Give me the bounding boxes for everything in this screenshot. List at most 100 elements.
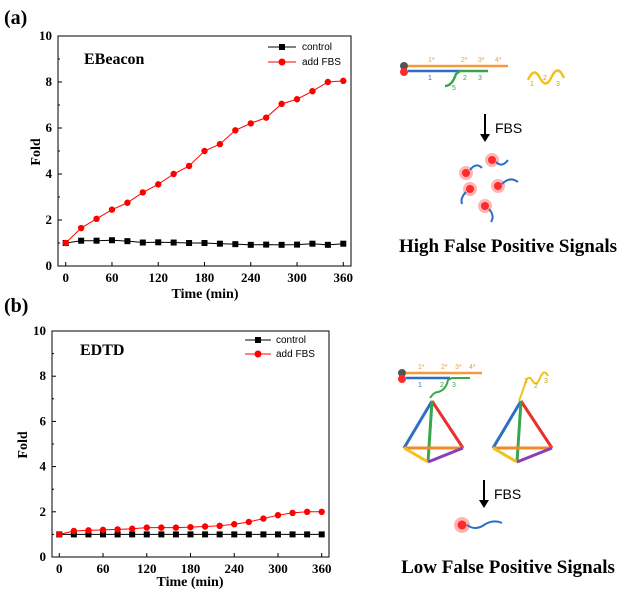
- data-point-control: [324, 241, 331, 248]
- data-point-fbs: [278, 100, 285, 108]
- data-point-fbs: [56, 531, 63, 538]
- legend-marker-fbs: [278, 58, 286, 66]
- legend: control add FBS: [268, 42, 341, 68]
- label-5: 5: [452, 85, 456, 92]
- label-4star: 4*: [495, 57, 502, 64]
- quencher-icon: [398, 369, 406, 377]
- label-2star: 2*: [441, 364, 448, 371]
- data-point-control: [304, 531, 311, 538]
- x-tick-label: 240: [224, 561, 244, 576]
- x-tick-label: 0: [56, 561, 63, 576]
- x-tick-label: 300: [287, 270, 307, 285]
- y-tick-label: 10: [33, 323, 46, 338]
- data-point-control: [247, 241, 254, 248]
- y-tick-label: 2: [46, 212, 53, 227]
- label-3star: 3*: [478, 57, 485, 64]
- data-point-fbs: [247, 120, 254, 127]
- x-tick-label: 240: [241, 270, 261, 285]
- data-point-fbs: [85, 527, 92, 534]
- data-point-fbs: [155, 181, 162, 188]
- data-point-fbs: [260, 515, 267, 522]
- green-strand: [444, 69, 488, 88]
- caption-high-false-positive: High False Positive Signals: [399, 236, 617, 257]
- data-point-fbs: [324, 78, 332, 86]
- data-point-control: [260, 531, 267, 538]
- data-point-control: [231, 531, 238, 538]
- arrow-label: FBS: [494, 486, 521, 502]
- data-point-control: [129, 531, 136, 538]
- data-point-control: [170, 239, 177, 246]
- fragment-label-3: 3: [556, 81, 560, 88]
- series-line-fbs: [65, 80, 344, 244]
- data-point-control: [201, 240, 208, 246]
- data-point-fbs: [340, 77, 347, 85]
- fluorophore-icon: [400, 68, 408, 76]
- data-point-fbs: [114, 526, 121, 533]
- schematic-edtd: 1* 2* 3* 4* 1 2 3 1 2 3 FBS: [398, 364, 615, 578]
- data-point-fbs: [303, 508, 311, 515]
- data-point-control: [78, 237, 85, 244]
- data-point-fbs: [124, 199, 131, 206]
- data-point-fbs: [187, 523, 194, 531]
- dna-tetrahedron-icon: [491, 400, 554, 464]
- legend: control add FBS: [245, 335, 315, 360]
- data-point-control: [340, 240, 347, 247]
- data-point-control: [202, 531, 209, 538]
- green-strand: [429, 377, 470, 399]
- data-point-fbs: [245, 518, 253, 526]
- data-point-control: [124, 238, 131, 245]
- y-tick-label: 4: [46, 166, 53, 181]
- data-point-fbs: [201, 523, 209, 530]
- data-point-control: [139, 239, 146, 246]
- legend-marker-control: [279, 44, 285, 50]
- fragment-label-3: 3: [544, 378, 548, 385]
- y-tick-label: 6: [46, 120, 53, 135]
- y-tick-label: 8: [40, 368, 47, 383]
- schematic-ebeacon: 1* 2* 3* 4* 1 5 2 3 1 2 3 FBS High False…: [399, 57, 617, 257]
- series-line-fbs: [59, 511, 322, 535]
- data-point-fbs: [70, 527, 78, 535]
- data-point-control: [108, 237, 115, 244]
- data-point-control: [309, 240, 316, 247]
- data-point-control: [100, 531, 107, 538]
- quencher-icon: [400, 62, 408, 70]
- data-point-fbs: [62, 239, 69, 247]
- data-point-control: [172, 531, 179, 538]
- data-point-fbs: [77, 224, 85, 232]
- chart-title: EDTD: [80, 342, 124, 359]
- y-tick-label: 4: [40, 459, 47, 474]
- data-point-fbs: [143, 524, 150, 531]
- x-tick-label: 60: [105, 270, 118, 285]
- data-point-control: [294, 241, 301, 248]
- data-point-fbs: [172, 524, 180, 531]
- x-tick-label: 120: [148, 270, 168, 285]
- fragment-label-2: 2: [534, 383, 538, 390]
- data-point-control: [158, 531, 165, 538]
- y-tick-label: 8: [46, 74, 53, 89]
- data-point-fbs: [170, 170, 177, 178]
- data-point-fbs: [216, 140, 224, 148]
- x-axis-title: Time (min): [171, 287, 238, 302]
- data-point-fbs: [99, 526, 107, 534]
- data-point-control: [114, 531, 121, 538]
- x-tick-label: 180: [181, 561, 201, 576]
- data-point-fbs: [93, 215, 100, 223]
- yellow-fragment: [526, 69, 566, 85]
- data-point-fbs: [289, 509, 296, 517]
- label-3star: 3*: [455, 364, 462, 371]
- x-tick-label: 300: [268, 561, 288, 576]
- arrow-label: FBS: [495, 120, 522, 136]
- released-fluorophores: [459, 153, 519, 223]
- data-point-fbs: [158, 524, 165, 531]
- data-point-fbs: [216, 522, 223, 530]
- data-point-fbs: [185, 162, 193, 170]
- dna-tetrahedron-icon: [402, 400, 465, 464]
- label-2: 2: [440, 382, 444, 389]
- data-point-fbs: [274, 511, 282, 519]
- y-tick-label: 10: [39, 28, 52, 43]
- data-point-control: [216, 531, 223, 538]
- fragment-label-2: 2: [543, 75, 547, 82]
- data-point-fbs: [309, 88, 316, 95]
- label-1: 1: [428, 75, 432, 82]
